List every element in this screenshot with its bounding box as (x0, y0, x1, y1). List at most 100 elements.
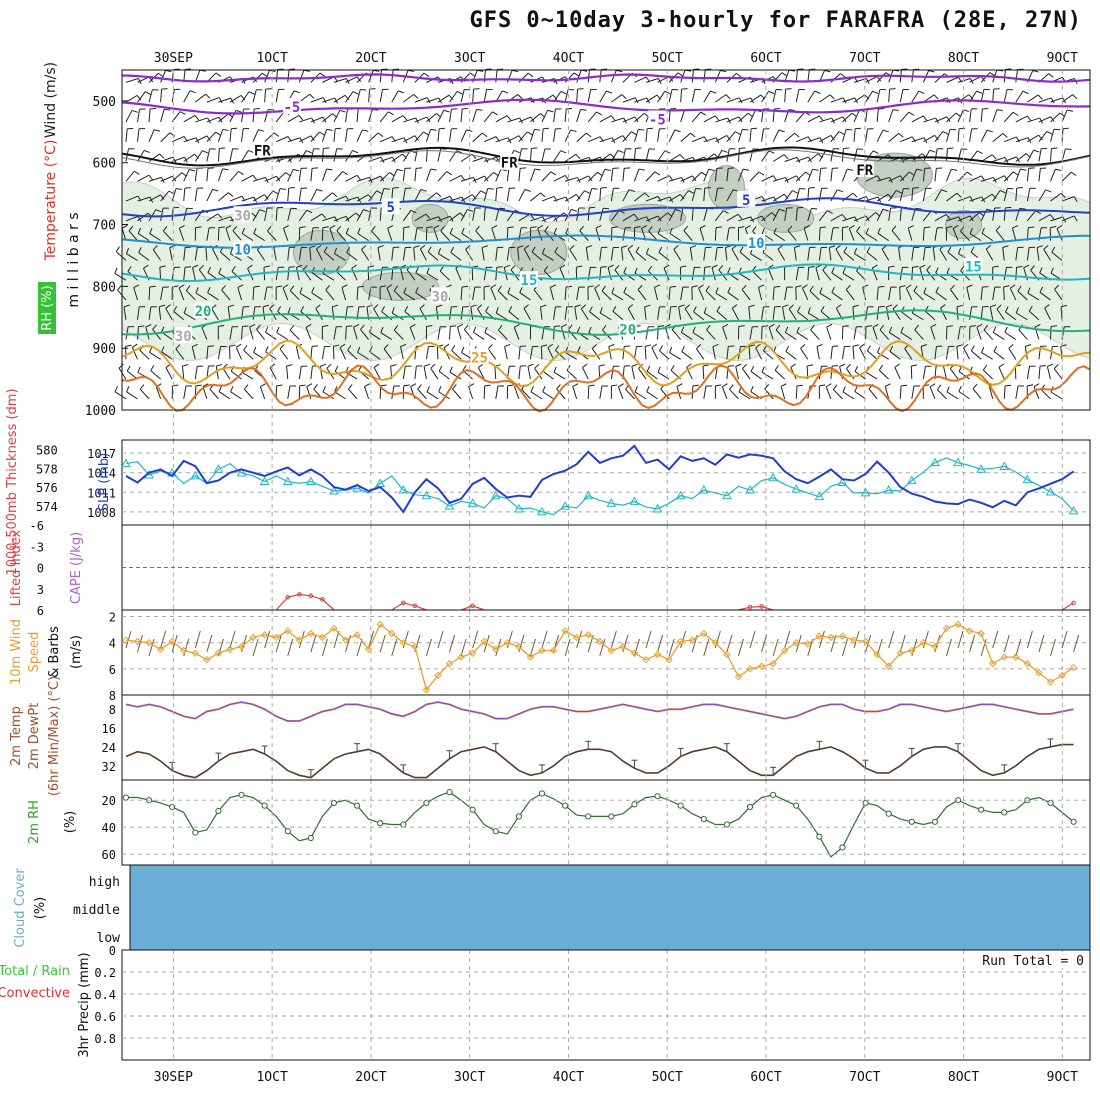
wind-barb (1005, 311, 1017, 321)
wind-barb-flag (138, 247, 142, 253)
wind-barb (884, 386, 890, 400)
wind10-barb (969, 634, 976, 653)
rh2m-point (446, 789, 453, 796)
wind-barb (993, 332, 1005, 340)
wind-barb-flag (1054, 284, 1060, 290)
wind-barb-flag (161, 88, 168, 90)
wind-barb (1050, 216, 1064, 222)
x-tick-top-4OCT: 4OCT (553, 51, 584, 66)
wind10-barb (356, 638, 363, 657)
wind-barb (402, 247, 406, 261)
wind-barb-flag (872, 323, 879, 328)
wind-barb-flag (996, 109, 1003, 112)
wind10-barb (749, 630, 756, 649)
wind-barb (368, 207, 372, 221)
y-tick-mb-700: 700 (93, 219, 116, 234)
wind-barb-flag (164, 108, 171, 111)
wind-barb-flag (380, 384, 387, 387)
rh2m-point (492, 828, 499, 835)
wind-barb (449, 233, 462, 242)
wind-barb (379, 207, 382, 221)
wind10-barb (252, 638, 259, 657)
wind10-barb (379, 634, 386, 653)
thickness-point (421, 490, 432, 500)
wind-barb-flag (446, 171, 453, 176)
wind-barb (241, 128, 244, 142)
wind-barb (703, 69, 706, 83)
wind-barb-flag (912, 187, 919, 189)
wind-barb-flag (229, 247, 234, 254)
wind-barb-flag (506, 115, 512, 121)
wind-barb-flag (735, 363, 742, 367)
wind-barb-flag (1008, 343, 1014, 349)
wind-barb-flag (292, 168, 300, 172)
wind-barb-flag (915, 207, 922, 210)
wind-barb (256, 249, 266, 261)
wind-barb (749, 109, 756, 123)
wind-barb (712, 346, 716, 360)
wind-barb-flag (376, 190, 383, 195)
wind-barb (934, 214, 947, 222)
wind-barb (1003, 267, 1007, 281)
wind-barb-flag (277, 206, 284, 209)
wind-barb-flag (934, 134, 939, 141)
wind-barb (437, 215, 451, 222)
wind-barb-flag (320, 363, 326, 367)
wind-barb (181, 366, 185, 380)
wind-barb-flag (761, 366, 765, 373)
wind10-barb (772, 638, 779, 657)
wind-barb (331, 306, 335, 320)
wind-barb (451, 350, 462, 360)
wind-barb-flag (508, 305, 513, 312)
wind-barb-flag (572, 383, 579, 387)
wind-barb-flag (692, 384, 699, 387)
wind-barb (241, 233, 254, 242)
wind-barb-flag (923, 287, 927, 294)
wind-barb-flag (380, 285, 387, 288)
wind-barb (946, 112, 957, 123)
wind-barb (680, 89, 683, 103)
wind-barb (217, 168, 223, 182)
x-tick-top-2OCT: 2OCT (355, 51, 386, 66)
wind-barb-flag (316, 188, 323, 192)
wind-barb-flag (819, 384, 826, 387)
wind-barb-flag (818, 115, 824, 121)
wind10-point (942, 624, 951, 633)
wind-barb-flag (742, 128, 749, 131)
wind-barb-flag (322, 226, 329, 229)
wind-barb (483, 188, 489, 202)
wind-barb-flag (206, 135, 211, 142)
wind-barb-flag (738, 226, 745, 229)
wind-barb (1061, 215, 1075, 222)
wind-barb-flag (811, 207, 818, 210)
y-tick-slp-1017: 1017 (87, 447, 116, 461)
ylabel-cloud: Cloud Cover (13, 868, 28, 948)
wind-barb (878, 369, 890, 380)
contour-label: FR (254, 143, 271, 159)
wind-barb (703, 267, 706, 281)
wind-barb-flag (670, 107, 677, 110)
wind-barb-flag (842, 226, 849, 229)
wind-barb-flag (837, 189, 844, 193)
wind-barb (380, 156, 393, 162)
wind-barb-flag (417, 384, 422, 390)
wind-barb (417, 388, 427, 400)
wind-barb (560, 326, 566, 340)
wind10-point (977, 629, 985, 638)
wind-barb-flag (211, 304, 217, 310)
wind-barb-flag (268, 108, 275, 111)
wind-barb (576, 132, 587, 143)
wind-barb-flag (657, 227, 661, 234)
wind-barb-flag (345, 227, 350, 234)
wind-barb-flag (831, 286, 835, 293)
wind-barb (716, 310, 728, 321)
wind-barb-flag (387, 225, 394, 229)
wind-barb-flag (889, 88, 896, 90)
wind-barb-flag (243, 384, 249, 390)
wind-barb-flag (659, 345, 664, 351)
wind-barb-flag (878, 364, 883, 371)
thickness-point (560, 501, 570, 510)
wind-barb (645, 78, 659, 83)
wind10-point (191, 649, 199, 657)
wind-barb (1027, 117, 1040, 123)
